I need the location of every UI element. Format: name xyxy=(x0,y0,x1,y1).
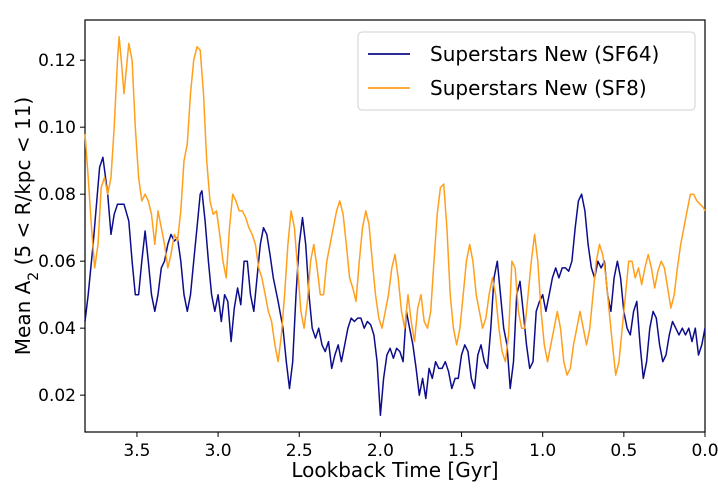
x-tick-label: 0.0 xyxy=(691,441,718,461)
x-tick-label: 1.0 xyxy=(529,441,556,461)
y-tick-label: 0.08 xyxy=(38,185,76,205)
x-axis-label: Lookback Time [Gyr] xyxy=(291,458,498,482)
x-tick-label: 3.0 xyxy=(205,441,232,461)
y-axis-label: Mean A2 (5 < R/kpc < 11) xyxy=(11,97,42,355)
plot-area: 3.5 3.0 2.5 2.0 1.5 1.0 0.5 0.0 0.020.040.060.0… xyxy=(38,19,718,461)
y-tick-label: 0.02 xyxy=(38,386,76,406)
legend-box xyxy=(357,31,696,111)
y-axis-label-range: (5 < R/kpc < 11) xyxy=(11,97,35,272)
x-tick-label: 2.0 xyxy=(367,441,394,461)
series-line-sf64 xyxy=(84,156,706,417)
series-line-sf8 xyxy=(84,35,706,376)
legend-label-sf64: Superstars New (SF64) xyxy=(430,42,659,66)
y-axis-ticks: 0.02 0.04 0.06 0.08 0.10 0.12 xyxy=(38,51,85,406)
x-tick-label: 2.5 xyxy=(286,441,313,461)
y-tick-label: 0.04 xyxy=(38,319,76,339)
x-axis-ticks: 3.5 3.0 2.5 2.0 1.5 1.0 0.5 0.0 xyxy=(123,432,718,461)
y-tick-label: 0.06 xyxy=(38,252,76,272)
y-tick-label: 0.10 xyxy=(38,118,76,138)
y-axis-label-main: Mean A xyxy=(11,280,35,355)
legend: Superstars New (SF64) Superstars New (SF… xyxy=(357,31,696,111)
y-axis-label-subscript: 2 xyxy=(26,272,42,281)
x-tick-label: 3.5 xyxy=(123,441,150,461)
x-tick-label: 1.5 xyxy=(448,441,475,461)
y-tick-label: 0.12 xyxy=(38,51,76,71)
x-tick-label: 0.5 xyxy=(610,441,637,461)
series-layer xyxy=(84,35,706,417)
plot-frame xyxy=(84,19,706,433)
legend-label-sf8: Superstars New (SF8) xyxy=(430,76,647,100)
